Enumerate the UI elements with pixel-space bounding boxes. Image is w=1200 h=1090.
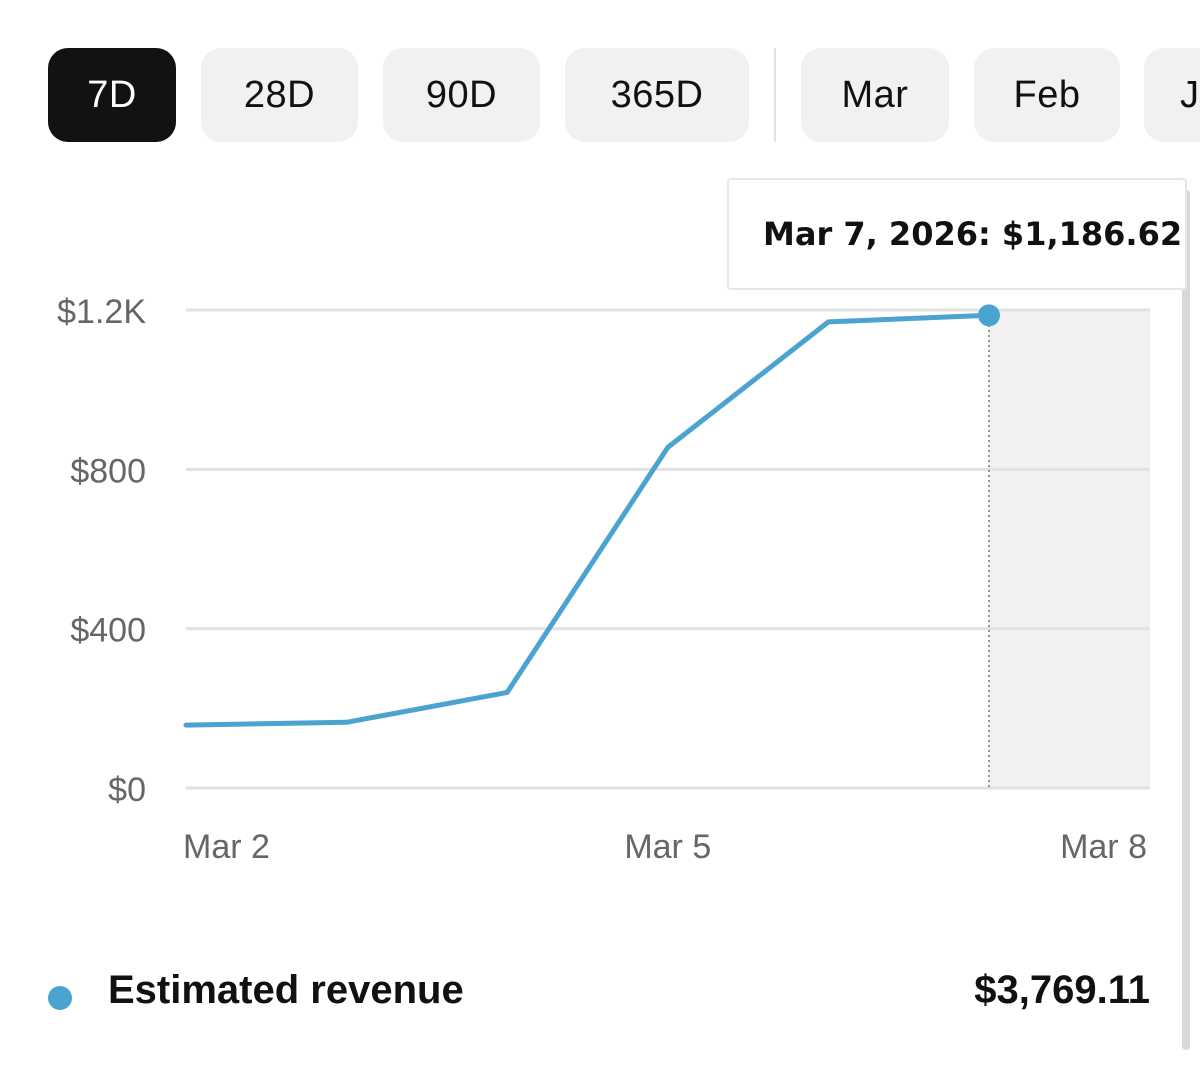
legend-dot-icon [48, 986, 72, 1010]
legend-total: $3,769.11 [974, 968, 1150, 1012]
chart-tooltip: Mar 7, 2026: $1,186.62 [727, 178, 1187, 290]
range-mar-button[interactable]: Mar [801, 48, 949, 142]
legend-label: Estimated revenue [108, 968, 464, 1012]
scrollbar[interactable] [1182, 190, 1190, 1050]
tooltip-text: Mar 7, 2026: $1,186.62 [763, 215, 1183, 253]
y-tick-label: $400 [70, 612, 146, 650]
revenue-line-chart: $0 $400 $800 $1.2K Mar 2 Mar 5 Mar 8 [57, 293, 1150, 866]
x-tick-label: Mar 5 [624, 828, 711, 866]
y-tick-label: $1.2K [57, 293, 146, 331]
data-points [978, 304, 1000, 327]
y-axis: $0 $400 $800 $1.2K [57, 293, 146, 809]
range-90d-button[interactable]: 90D [383, 48, 540, 142]
x-axis: Mar 2 Mar 5 Mar 8 [183, 828, 1147, 866]
highlighted-point [978, 304, 1000, 327]
range-7d-button[interactable]: 7D [48, 48, 176, 142]
range-365d-button[interactable]: 365D [565, 48, 749, 142]
x-tick-label: Mar 8 [1060, 828, 1147, 866]
range-feb-button[interactable]: Feb [974, 48, 1120, 142]
y-tick-label: $800 [70, 452, 146, 490]
revenue-line [183, 312, 992, 728]
range-divider [774, 48, 776, 142]
range-jan-button[interactable]: J [1144, 48, 1200, 142]
hover-shade [989, 310, 1150, 788]
x-tick-label: Mar 2 [183, 828, 270, 866]
date-range-selector: 7D 28D 90D 365D Mar Feb J [0, 0, 1200, 160]
range-28d-button[interactable]: 28D [201, 48, 358, 142]
y-tick-label: $0 [108, 771, 146, 809]
legend: Estimated revenue $3,769.11 [0, 960, 1200, 1030]
